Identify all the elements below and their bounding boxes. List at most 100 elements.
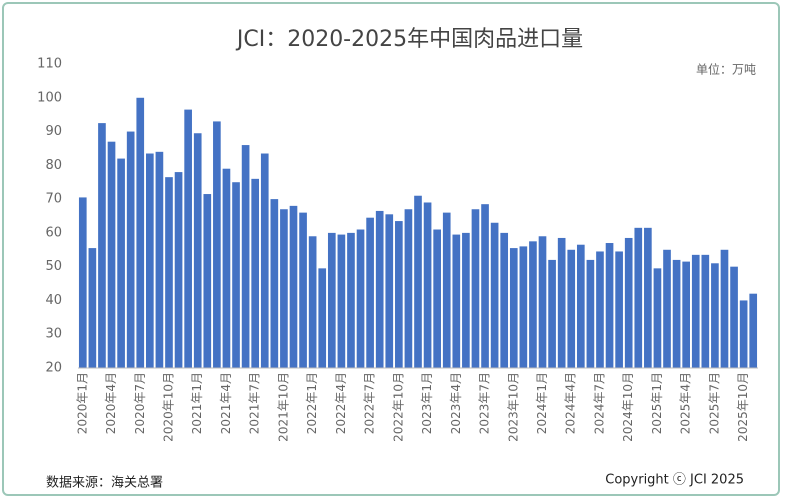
bar	[462, 232, 470, 368]
bar	[232, 182, 240, 368]
bar	[509, 248, 518, 368]
bar	[519, 246, 528, 368]
bar	[308, 236, 317, 368]
bar	[586, 259, 595, 368]
x-tick-label: 2024年10月	[621, 372, 635, 442]
bar	[404, 209, 413, 368]
bar	[146, 153, 154, 368]
bar	[730, 266, 738, 368]
x-tick-label: 2023年4月	[449, 372, 463, 434]
y-tick-label: 110	[37, 57, 62, 72]
bar	[136, 97, 145, 369]
bar	[241, 145, 250, 368]
x-tick-label: 2022年7月	[363, 372, 377, 434]
x-tick-label: 2021年10月	[276, 372, 290, 442]
x-tick-label: 2020年10月	[161, 372, 175, 442]
bar	[749, 293, 758, 368]
bar	[634, 227, 643, 368]
x-tick-label: 2022年10月	[391, 372, 405, 442]
bar	[452, 234, 461, 368]
y-tick-label: 70	[45, 192, 62, 207]
bar	[596, 251, 604, 368]
bar	[174, 172, 183, 368]
bar	[385, 214, 394, 368]
bar	[538, 236, 547, 368]
bar	[663, 249, 671, 368]
x-tick-label: 2025年4月	[679, 372, 693, 434]
x-tick-label: 2025年1月	[650, 372, 664, 434]
bar	[98, 123, 106, 368]
bar	[672, 259, 681, 368]
x-tick-label: 2024年4月	[564, 372, 578, 434]
y-tick-label: 60	[45, 225, 62, 240]
bar	[529, 241, 537, 368]
bar	[280, 209, 288, 368]
bar	[375, 210, 384, 368]
bar	[155, 151, 164, 368]
bar	[481, 204, 489, 368]
bar	[366, 217, 374, 368]
bar	[107, 141, 116, 368]
bar	[184, 109, 192, 368]
x-tick-label: 2020年1月	[75, 372, 89, 434]
bar	[644, 227, 652, 368]
bar	[337, 234, 346, 368]
x-tick-label: 2020年7月	[133, 372, 147, 434]
bar	[682, 261, 690, 368]
y-tick-label: 40	[45, 293, 62, 308]
x-tick-label: 2020年4月	[104, 372, 118, 434]
bar	[653, 268, 662, 368]
bar	[442, 212, 451, 368]
y-tick-label: 20	[45, 361, 62, 376]
bar	[500, 232, 509, 368]
x-tick-label: 2023年10月	[506, 372, 520, 442]
bar	[213, 121, 221, 368]
bar	[711, 263, 719, 368]
unit-label: 单位：万吨	[696, 62, 756, 77]
x-tick-label: 2024年7月	[592, 372, 606, 434]
bar	[557, 237, 566, 368]
bar	[165, 177, 173, 368]
x-tick-label: 2022年1月	[305, 372, 319, 434]
y-tick-label: 100	[37, 90, 62, 105]
bar	[260, 153, 269, 368]
x-tick-label: 2024年1月	[535, 372, 549, 434]
bar	[691, 254, 700, 368]
bar	[270, 199, 279, 368]
bar	[433, 229, 441, 368]
bar	[347, 232, 355, 368]
bar	[203, 194, 212, 368]
bar	[78, 197, 87, 368]
bar	[289, 205, 298, 368]
y-tick-label: 90	[45, 124, 62, 139]
y-tick-label: 80	[45, 158, 62, 173]
bar	[356, 229, 365, 368]
bar	[414, 195, 422, 368]
x-tick-label: 2023年1月	[420, 372, 434, 434]
x-tick-label: 2022年4月	[334, 372, 348, 434]
bar	[193, 133, 202, 368]
bar	[126, 131, 135, 368]
bar	[576, 244, 585, 368]
bar	[624, 237, 633, 368]
y-tick-label: 30	[45, 327, 62, 342]
x-tick-label: 2023年7月	[478, 372, 492, 434]
x-tick-label: 2025年10月	[736, 372, 750, 442]
bar	[548, 259, 556, 368]
bar	[117, 158, 125, 368]
bar	[720, 249, 729, 368]
bar	[395, 221, 403, 368]
bar	[423, 202, 432, 368]
copyright: Copyright ⓒ JCI 2025	[605, 473, 744, 488]
chart-title: JCI：2020-2025年中国肉品进口量	[235, 27, 583, 52]
card	[2, 2, 780, 496]
x-tick-label: 2021年7月	[248, 372, 262, 434]
x-tick-label: 2021年1月	[190, 372, 204, 434]
x-tick-label: 2025年7月	[707, 372, 721, 434]
bar	[222, 168, 231, 368]
y-tick-label: 50	[45, 259, 62, 274]
bar	[471, 209, 480, 368]
bar	[318, 268, 327, 368]
bar	[251, 178, 260, 368]
